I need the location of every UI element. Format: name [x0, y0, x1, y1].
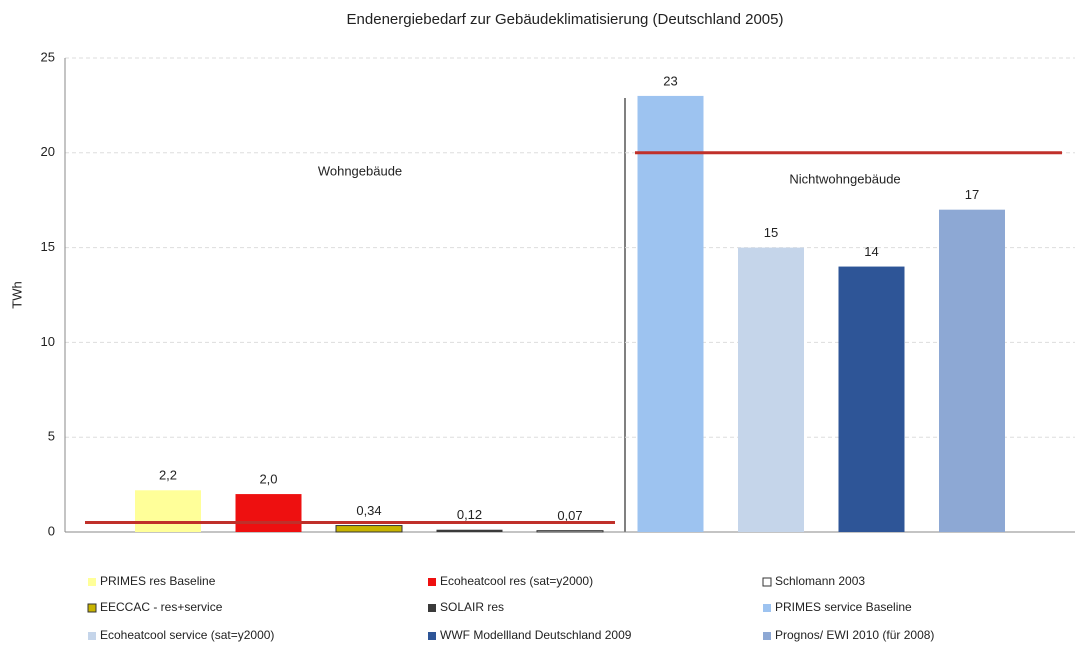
legend-swatch: [763, 632, 771, 640]
legend-label: Ecoheatcool service (sat=y2000): [100, 628, 274, 642]
legend-label: PRIMES service Baseline: [775, 600, 912, 614]
y-tick-label: 15: [41, 239, 55, 254]
legend-label: EECCAC - res+service: [100, 600, 223, 614]
legend-swatch: [428, 632, 436, 640]
data-label: 0,34: [356, 503, 381, 518]
legend-swatch: [762, 577, 772, 587]
y-axis-label: TWh: [9, 281, 24, 308]
group-label: Nichtwohngebäude: [789, 171, 900, 186]
y-tick-label: 25: [41, 49, 55, 64]
legend-swatch: [428, 604, 436, 612]
y-tick-label: 5: [48, 429, 55, 444]
legend-swatch: [428, 578, 436, 586]
legend-swatch: [88, 632, 96, 640]
data-label: 0,07: [557, 508, 582, 523]
legend-label: Prognos/ EWI 2010 (für 2008): [775, 628, 934, 642]
legend-label: SOLAIR res: [440, 600, 504, 614]
y-tick-label: 20: [41, 144, 55, 159]
bar: [939, 209, 1005, 532]
bar: [135, 490, 201, 532]
y-tick-label: 0: [48, 523, 55, 538]
group-label: Wohngebäude: [318, 163, 402, 178]
legend-label: PRIMES res Baseline: [100, 574, 216, 588]
legend-swatch: [763, 604, 771, 612]
data-label: 14: [864, 244, 878, 259]
y-tick-label: 10: [41, 334, 55, 349]
data-label: 15: [764, 225, 778, 240]
bar: [436, 529, 503, 532]
bar: [235, 494, 302, 532]
bar: [838, 266, 905, 532]
legend-label: Ecoheatcool res (sat=y2000): [440, 574, 593, 588]
data-label: 0,12: [457, 507, 482, 522]
data-label: 2,2: [159, 468, 177, 483]
bar: [637, 95, 704, 533]
data-label: 23: [663, 73, 677, 88]
legend-label: Schlomann 2003: [775, 574, 865, 588]
data-label: 17: [965, 187, 979, 202]
legend-label: WWF Modellland Deutschland 2009: [440, 628, 632, 642]
chart-title: Endenergiebedarf zur Gebäudeklimatisieru…: [347, 11, 784, 28]
legend-swatch: [87, 603, 97, 613]
bar: [335, 525, 403, 533]
legend-swatch: [88, 578, 96, 586]
data-label: 2,0: [259, 472, 277, 487]
bar: [536, 530, 604, 533]
bar: [738, 247, 804, 532]
